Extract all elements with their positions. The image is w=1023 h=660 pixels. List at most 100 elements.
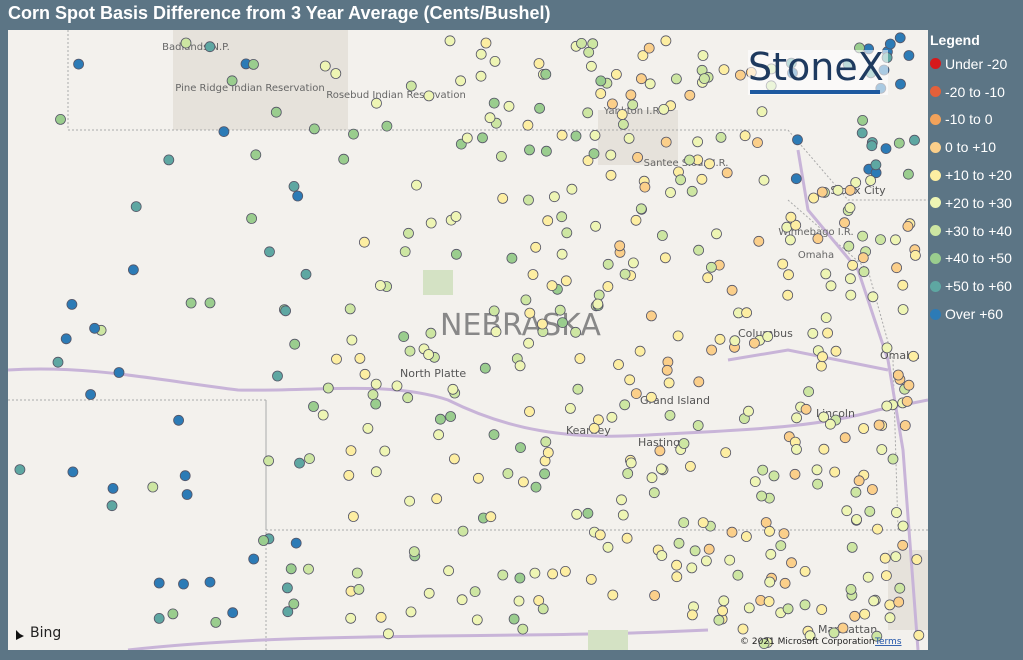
location-dot[interactable] bbox=[506, 252, 518, 264]
location-dot[interactable] bbox=[282, 606, 294, 618]
location-dot[interactable] bbox=[822, 327, 833, 339]
location-dot[interactable] bbox=[857, 230, 868, 242]
location-dot[interactable] bbox=[444, 35, 456, 47]
location-dot[interactable] bbox=[527, 269, 539, 280]
location-dot[interactable] bbox=[602, 281, 614, 292]
location-dot[interactable] bbox=[913, 629, 925, 641]
location-dot[interactable] bbox=[657, 230, 668, 241]
location-dot[interactable] bbox=[846, 542, 858, 553]
location-dot[interactable] bbox=[887, 453, 899, 465]
location-dot[interactable] bbox=[782, 603, 794, 615]
location-dot[interactable] bbox=[404, 495, 416, 507]
legend-item[interactable]: -10 to 0 bbox=[930, 106, 1022, 134]
location-dot[interactable] bbox=[272, 370, 283, 382]
location-dot[interactable] bbox=[902, 220, 914, 232]
location-dot[interactable] bbox=[702, 272, 714, 284]
location-dot[interactable] bbox=[752, 137, 763, 148]
location-dot[interactable] bbox=[873, 419, 885, 431]
location-dot[interactable] bbox=[791, 412, 802, 424]
location-dot[interactable] bbox=[763, 596, 775, 607]
location-dot[interactable] bbox=[825, 418, 836, 430]
location-dot[interactable] bbox=[565, 402, 576, 414]
location-dot[interactable] bbox=[524, 144, 535, 156]
location-dot[interactable] bbox=[179, 470, 191, 482]
location-dot[interactable] bbox=[399, 246, 411, 258]
location-dot[interactable] bbox=[66, 298, 78, 310]
location-dot[interactable] bbox=[785, 211, 797, 223]
location-dot[interactable] bbox=[839, 217, 850, 229]
location-dot[interactable] bbox=[891, 262, 902, 274]
location-dot[interactable] bbox=[547, 568, 558, 580]
location-dot[interactable] bbox=[781, 221, 793, 233]
location-dot[interactable] bbox=[843, 240, 855, 252]
location-dot[interactable] bbox=[455, 75, 467, 87]
location-dot[interactable] bbox=[425, 327, 437, 339]
location-dot[interactable] bbox=[595, 75, 607, 87]
location-dot[interactable] bbox=[830, 345, 842, 357]
location-dot[interactable] bbox=[893, 137, 905, 149]
location-dot[interactable] bbox=[850, 177, 862, 188]
location-dot[interactable] bbox=[785, 234, 796, 246]
location-dot[interactable] bbox=[281, 582, 293, 594]
location-dot[interactable] bbox=[735, 69, 746, 81]
location-dot[interactable] bbox=[762, 331, 774, 342]
location-dot[interactable] bbox=[204, 576, 216, 588]
location-dot[interactable] bbox=[818, 443, 830, 455]
location-dot[interactable] bbox=[639, 181, 651, 193]
location-dot[interactable] bbox=[585, 574, 597, 585]
location-dot[interactable] bbox=[560, 566, 571, 577]
location-dot[interactable] bbox=[786, 557, 797, 569]
location-dot[interactable] bbox=[588, 148, 600, 159]
location-dot[interactable] bbox=[594, 529, 606, 541]
location-dot[interactable] bbox=[469, 586, 481, 597]
location-dot[interactable] bbox=[899, 420, 911, 431]
location-dot[interactable] bbox=[330, 68, 342, 79]
location-dot[interactable] bbox=[893, 596, 905, 608]
location-dot[interactable] bbox=[625, 457, 637, 469]
location-dot[interactable] bbox=[290, 537, 302, 549]
location-dot[interactable] bbox=[495, 151, 507, 162]
location-dot[interactable] bbox=[605, 149, 617, 161]
location-dot[interactable] bbox=[853, 475, 865, 487]
location-dot[interactable] bbox=[346, 334, 358, 346]
location-dot[interactable] bbox=[911, 554, 923, 565]
location-dot[interactable] bbox=[749, 476, 761, 488]
location-dot[interactable] bbox=[616, 494, 627, 506]
location-dot[interactable] bbox=[743, 602, 755, 614]
location-dot[interactable] bbox=[351, 567, 363, 579]
location-dot[interactable] bbox=[89, 322, 100, 334]
location-dot[interactable] bbox=[845, 289, 857, 301]
location-dot[interactable] bbox=[791, 443, 802, 455]
location-dot[interactable] bbox=[485, 511, 497, 523]
location-dot[interactable] bbox=[711, 228, 722, 240]
location-dot[interactable] bbox=[841, 505, 853, 517]
location-dot[interactable] bbox=[871, 630, 883, 642]
location-dot[interactable] bbox=[503, 100, 515, 112]
location-dot[interactable] bbox=[488, 305, 500, 317]
location-dot[interactable] bbox=[515, 442, 526, 454]
location-dot[interactable] bbox=[663, 377, 675, 389]
location-dot[interactable] bbox=[614, 240, 626, 252]
location-dot[interactable] bbox=[890, 551, 902, 562]
location-dot[interactable] bbox=[431, 493, 443, 505]
location-dot[interactable] bbox=[832, 184, 844, 196]
location-dot[interactable] bbox=[660, 35, 672, 47]
location-dot[interactable] bbox=[703, 543, 715, 555]
location-dot[interactable] bbox=[448, 453, 460, 465]
location-dot[interactable] bbox=[52, 356, 64, 368]
location-dot[interactable] bbox=[881, 342, 893, 354]
location-dot[interactable] bbox=[687, 609, 698, 621]
location-dot[interactable] bbox=[607, 98, 618, 110]
location-dot[interactable] bbox=[308, 123, 320, 135]
location-dot[interactable] bbox=[799, 566, 811, 577]
location-dot[interactable] bbox=[540, 436, 552, 448]
location-dot[interactable] bbox=[768, 470, 780, 482]
location-dot[interactable] bbox=[173, 414, 185, 426]
location-dot[interactable] bbox=[456, 594, 468, 606]
location-dot[interactable] bbox=[658, 104, 670, 115]
location-dot[interactable] bbox=[897, 304, 909, 315]
location-dot[interactable] bbox=[67, 466, 79, 478]
location-dot[interactable] bbox=[571, 508, 583, 520]
location-dot[interactable] bbox=[285, 563, 297, 575]
location-dot[interactable] bbox=[671, 559, 682, 571]
